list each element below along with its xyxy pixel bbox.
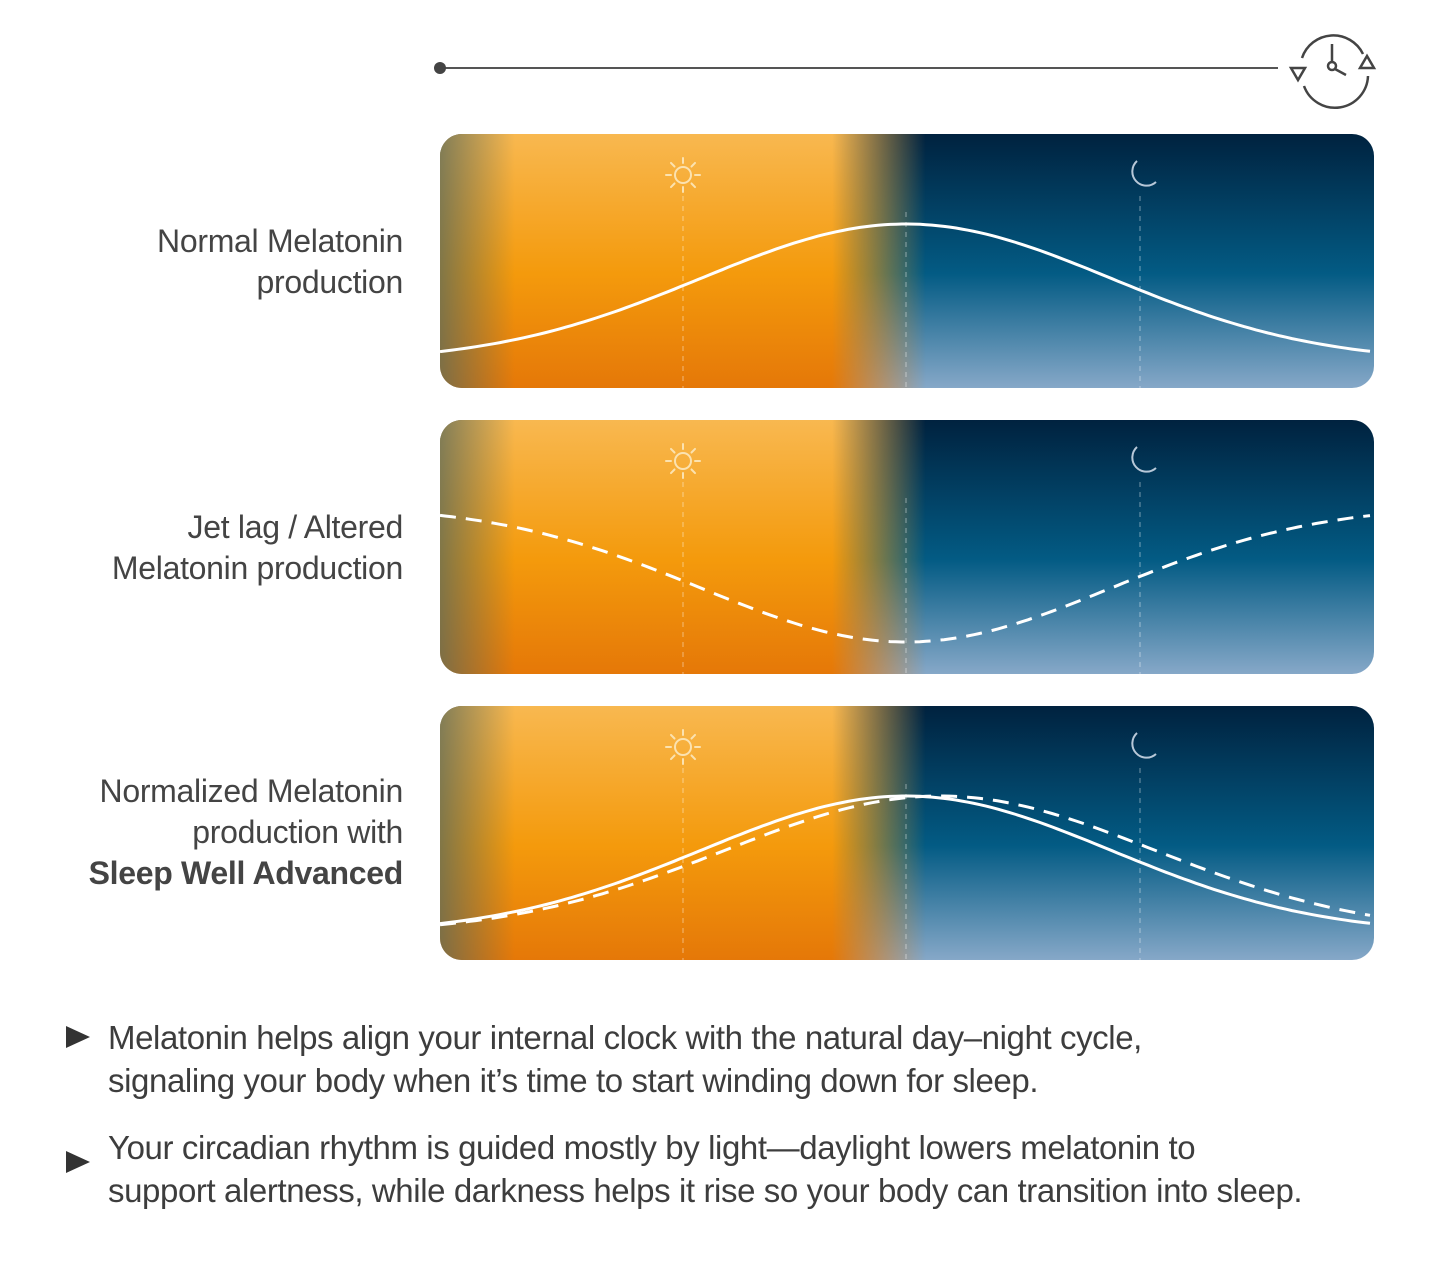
timeline	[434, 34, 1377, 109]
sun-icon	[665, 443, 701, 479]
product-name: Sleep Well Advanced	[88, 855, 404, 891]
melatonin-curve-normal	[440, 794, 1371, 926]
melatonin-curve-normalized	[440, 794, 1371, 927]
moon-icon	[1131, 446, 1157, 473]
panel-label-normal: Normal Melatonin production	[157, 221, 403, 303]
label-line: production	[256, 264, 404, 300]
moon-icon	[1131, 732, 1157, 759]
bullet-line: Melatonin helps align your internal cloc…	[108, 1019, 1142, 1056]
label-line: Normalized Melatonin	[99, 773, 404, 809]
melatonin-curve-altered	[440, 513, 1371, 644]
panel-label-normalized: Normalized Melatonin production with Sle…	[88, 771, 404, 894]
bullet-line: support alertness, while darkness helps …	[108, 1172, 1303, 1209]
label-line: Jet lag / Altered	[187, 509, 404, 545]
sun-icon	[665, 729, 701, 765]
bullet-2: Your circadian rhythm is guided mostly b…	[66, 1126, 1396, 1212]
moon-icon	[1131, 160, 1157, 187]
sun-icon	[665, 157, 701, 193]
panel-normal	[440, 134, 1374, 388]
melatonin-curve-normal	[440, 222, 1371, 354]
edge-shade	[440, 134, 1374, 388]
play-triangle-icon	[66, 1151, 90, 1173]
bullet-1: Melatonin helps align your internal cloc…	[66, 1016, 1396, 1102]
panel-graphic	[440, 706, 1374, 960]
timeline-start-dot	[434, 62, 446, 74]
bullet-line: Your circadian rhythm is guided mostly b…	[108, 1129, 1196, 1166]
panel-jetlag	[440, 420, 1374, 674]
label-line: Normal Melatonin	[157, 223, 403, 259]
panel-graphic	[440, 420, 1374, 674]
panel-label-jetlag: Jet lag / Altered Melatonin production	[112, 507, 403, 589]
bullet-line: signaling your body when it’s time to st…	[108, 1062, 1039, 1099]
panel-graphic	[440, 134, 1374, 388]
edge-shade	[440, 706, 1374, 960]
clock-cycle-icon	[1288, 34, 1377, 109]
edge-shade	[440, 420, 1374, 674]
play-triangle-icon	[66, 1026, 90, 1048]
label-line: production with	[192, 814, 403, 850]
panel-normalized	[440, 706, 1374, 960]
label-line: Melatonin production	[111, 550, 403, 586]
